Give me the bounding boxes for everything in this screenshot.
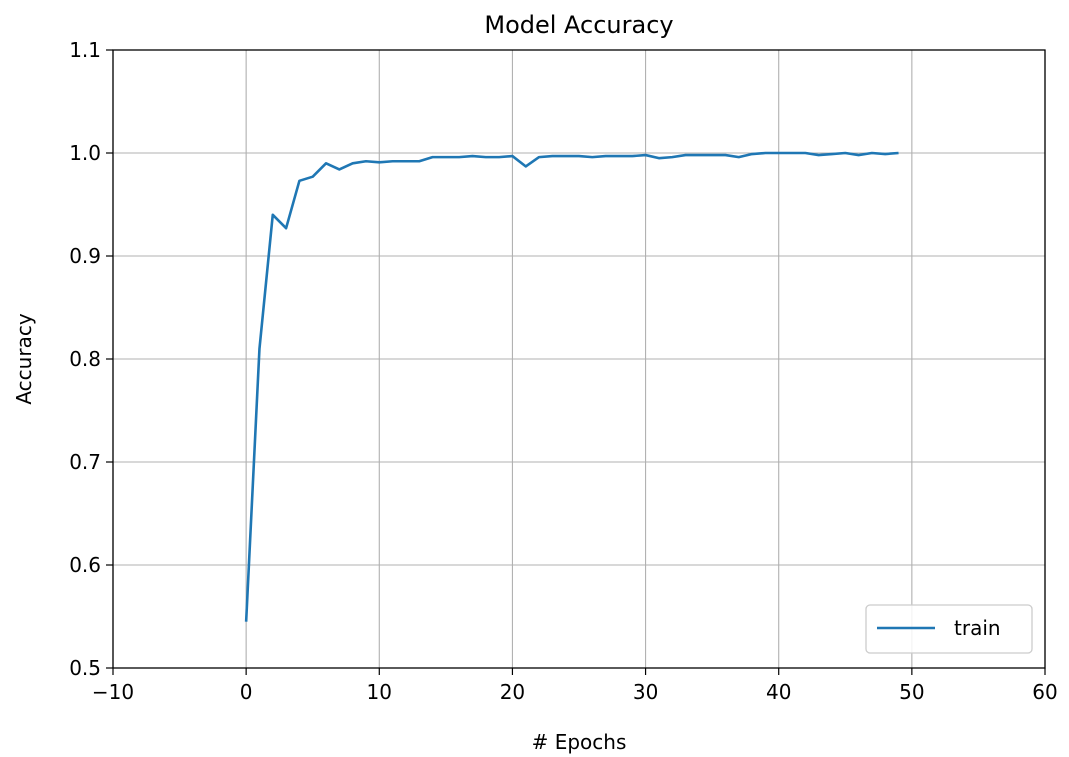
x-tick-label: 50 [899, 680, 924, 704]
x-tick-label: 20 [500, 680, 525, 704]
series-line-train [244, 151, 899, 622]
x-tick-label: −10 [92, 680, 134, 704]
x-tick-label: 30 [633, 680, 658, 704]
y-tick-label: 0.6 [69, 553, 101, 577]
x-tick-label: 60 [1032, 680, 1057, 704]
legend-box [865, 604, 1033, 654]
chart-title: Model Accuracy [484, 11, 673, 39]
y-axis-ticks: 0.5 0.6 0.7 0.8 0.9 1.0 1.1 [69, 38, 113, 680]
x-tick-label: 10 [367, 680, 392, 704]
y-axis-label: Accuracy [12, 313, 36, 404]
legend: train [865, 604, 1033, 654]
x-axis-label: # Epochs [532, 730, 627, 754]
y-tick-label: 1.0 [69, 141, 101, 165]
y-tick-label: 0.9 [69, 244, 101, 268]
x-tick-label: 0 [240, 680, 253, 704]
x-axis-ticks: −10 0 10 20 30 40 50 60 [92, 668, 1058, 704]
series-group [244, 151, 899, 622]
y-tick-label: 0.7 [69, 450, 101, 474]
legend-label-train: train [954, 616, 1001, 640]
y-tick-label: 0.5 [69, 656, 101, 680]
x-tick-label: 40 [766, 680, 791, 704]
y-tick-label: 1.1 [69, 38, 101, 62]
y-tick-label: 0.8 [69, 347, 101, 371]
